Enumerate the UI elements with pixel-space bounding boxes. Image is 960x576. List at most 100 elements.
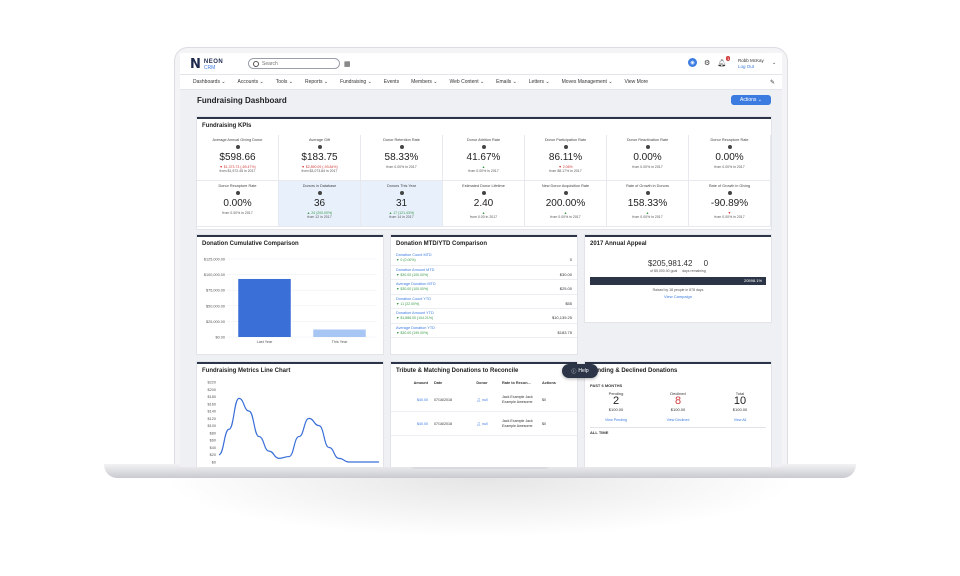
mtd-value: $10,139.25 — [551, 315, 572, 320]
info-icon[interactable] — [727, 145, 732, 149]
row-amount[interactable]: $40.00 — [417, 397, 428, 402]
info-icon[interactable] — [399, 145, 404, 149]
kpi-from: from $1,972.45 in 2017 — [219, 169, 256, 173]
info-icon[interactable] — [317, 191, 322, 195]
support-icon[interactable]: ◉ — [688, 58, 697, 67]
search-icon — [253, 60, 259, 67]
grid-icon[interactable]: ▦ — [344, 61, 351, 68]
kpi-card[interactable]: Donor Recapture Rate 0.00% from 0.00% in 2… — [197, 181, 279, 227]
info-icon[interactable] — [727, 191, 732, 195]
actions-button[interactable]: Actions ⌄ — [731, 95, 771, 105]
nav-web-content[interactable]: Web Content ⌄ — [449, 79, 485, 85]
kpi-label: Rate of Growth in Donors — [626, 184, 669, 188]
col-amount[interactable]: Amount — [413, 381, 428, 385]
row-date: 07/16/2018 — [434, 421, 452, 426]
kpi-from: from 0.00% in 2017 — [222, 211, 253, 215]
kpi-label: Donor Recapture Rate — [710, 138, 749, 142]
mtd-label[interactable]: Donation Amount YTD — [396, 311, 434, 315]
col-donor[interactable]: Donor — [476, 381, 488, 385]
pending-col-link[interactable]: View All — [733, 418, 747, 422]
nav-accounts[interactable]: Accounts ⌄ — [237, 79, 264, 85]
y-tick-label: $80 — [210, 431, 216, 435]
pencil-icon[interactable]: ✎ — [769, 80, 775, 86]
kpi-from: from 0.00% in 2017 — [386, 165, 417, 169]
info-icon[interactable] — [317, 145, 322, 149]
info-icon[interactable] — [235, 145, 240, 149]
mtd-label[interactable]: Donation Amount MTD — [396, 267, 435, 272]
pending-col-link[interactable]: View Pending — [605, 418, 627, 422]
info-icon[interactable] — [481, 191, 486, 195]
search-box[interactable] — [248, 58, 340, 69]
mtd-value: $30.00 — [559, 271, 572, 277]
view-campaign-link[interactable]: View Campaign — [664, 294, 692, 299]
user-menu[interactable]: Robb McKay Log Out — [738, 58, 764, 70]
kpi-card[interactable]: Donor Recapture Rate 0.00% from 0.00% in 2… — [689, 135, 771, 181]
mtd-change: ▼ $30.00 (100.00%) — [396, 287, 429, 291]
logo[interactable]: N NEON CRM — [190, 57, 223, 72]
col-rate[interactable]: Rate to Recon... — [502, 381, 531, 385]
nav-events[interactable]: Events — [383, 79, 400, 85]
kpi-card[interactable]: Donor Retention Rate 58.33% from 0.00% in … — [361, 135, 443, 181]
logout-link[interactable]: Log Out — [738, 64, 755, 69]
nav-moves-management[interactable]: Moves Management ⌄ — [561, 79, 613, 85]
info-icon[interactable] — [645, 191, 650, 195]
kpi-card[interactable]: Estimated Donor Lifetime 2.40 ▲ from 0.00 i… — [443, 181, 525, 227]
info-icon[interactable] — [399, 191, 404, 195]
kpi-card[interactable]: Donors This Year 31 ▲ 17 (121.43%) from 14 … — [361, 181, 443, 227]
row-action[interactable]: $0 — [542, 397, 546, 402]
search-input[interactable] — [262, 60, 332, 67]
kpi-card[interactable]: Average Gift $183.75 ▼ $2,890.09 (-93.84%)… — [279, 135, 361, 181]
kpi-from: from 0.00% in 2017 — [550, 215, 581, 219]
kpi-label: Donor Participation Rate — [544, 138, 587, 142]
row-amount[interactable]: $40.00 — [417, 421, 428, 426]
help-button[interactable]: ⓘ Help — [562, 364, 598, 378]
kpi-card[interactable]: Rate of Growth in Giving -90.89% ▼ from 0.0… — [689, 181, 771, 227]
nav-members[interactable]: Members ⌄ — [411, 79, 438, 85]
col-date[interactable]: Date — [434, 381, 443, 385]
nav-reports[interactable]: Reports ⌄ — [304, 79, 329, 85]
nav-letters[interactable]: Letters ⌄ — [528, 79, 550, 85]
cumulative-title: Donation Cumulative Comparison — [202, 241, 299, 247]
bell-icon[interactable]: 🔔︎ 1 — [717, 55, 731, 67]
kpi-card[interactable]: New Donor Acquisition Rate 200.00% ▲ from 0… — [525, 181, 607, 227]
row-action[interactable]: $0 — [542, 421, 546, 426]
row-date: 07/16/2018 — [434, 397, 452, 402]
nav-fundraising[interactable]: Fundraising ⌄ — [340, 79, 372, 85]
nav-tools[interactable]: Tools ⌄ — [275, 79, 293, 85]
pending-col-link[interactable]: View Declined — [666, 418, 690, 422]
info-icon[interactable] — [645, 145, 650, 149]
tribute-rows: $40.00 07/16/2018 👤︎ null Jack Example Jack… — [391, 388, 577, 436]
kpi-card[interactable]: Donors in Database 36 ▲ 24 (200.00%) from 1… — [279, 181, 361, 227]
info-icon[interactable] — [563, 191, 568, 195]
kpi-card[interactable]: Donor Reactivation Rate 0.00% from 0.00% i… — [607, 135, 689, 181]
mtd-label[interactable]: Average Donation YTD — [396, 325, 435, 330]
chevron-down-icon[interactable]: ⌄ — [772, 60, 777, 66]
col-actions[interactable]: Actions — [542, 381, 556, 385]
row-donor[interactable]: 👤︎ null — [462, 422, 502, 426]
kpi-card[interactable]: Rate of Growth in Donors 158.33% ▲ from 0.0… — [607, 181, 689, 227]
mtd-panel: Donation MTD/YTD Comparison Donation Cou… — [391, 235, 577, 354]
nav-dashboards[interactable]: Dashboards ⌄ — [193, 79, 226, 85]
nav-view-more[interactable]: View More — [624, 79, 649, 85]
app-screen: N NEON CRM ▦ ◉ ⚙ 🔔︎1 Robb McKay Log Out … — [180, 53, 782, 467]
kpi-label: Estimated Donor Lifetime — [462, 184, 505, 188]
info-icon[interactable] — [481, 145, 486, 149]
bar[interactable] — [313, 329, 366, 337]
nav-emails[interactable]: Emails ⌄ — [496, 79, 517, 85]
cumulative-panel: Donation Cumulative Comparison $125,000.… — [197, 235, 383, 354]
mtd-label[interactable]: Donation Count MTD — [396, 253, 432, 257]
mtd-value: $55 — [565, 300, 572, 306]
appeal-amount: $205,981.42 — [647, 259, 693, 268]
kpi-card[interactable]: Donor Participation Rate 86.11% ▼ 2.06% fro… — [525, 135, 607, 181]
gear-icon[interactable]: ⚙ — [704, 59, 711, 67]
kpi-from: from $3,073.84 in 2017 — [301, 169, 338, 173]
info-icon[interactable] — [235, 191, 240, 195]
kpi-card[interactable]: Average Annual Giving Donor $598.66 ▼ $1,3… — [197, 135, 279, 181]
mtd-label[interactable]: Donation Count YTD — [396, 296, 431, 301]
bar[interactable] — [238, 278, 291, 337]
kpi-card[interactable]: Donor Attrition Rate 41.67% ▲ from 0.00% in… — [443, 135, 525, 181]
row-donor[interactable]: 👤︎ null — [462, 398, 502, 402]
mtd-label[interactable]: Average Donation MTD — [396, 282, 436, 286]
kpi-value: $598.66 — [219, 152, 256, 163]
info-icon[interactable] — [563, 145, 568, 149]
